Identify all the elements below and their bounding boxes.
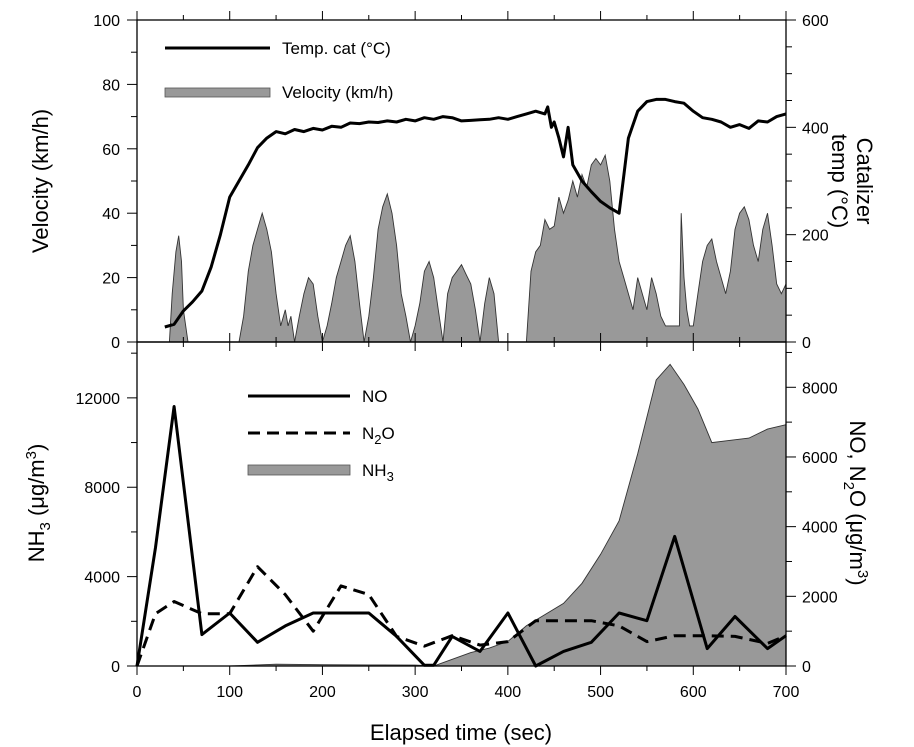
- y-tick-label: 60: [102, 142, 120, 159]
- x-tick-label: 200: [309, 684, 336, 701]
- y2-tick-label: 8000: [802, 380, 838, 397]
- y2-tick-label: 6000: [802, 450, 838, 467]
- y2-tick-label: 0: [802, 335, 811, 352]
- bottom-ticks-layer: 0 100 200 300 400 500 600 700040008000120000200…: [76, 333, 838, 701]
- y-tick-label: 12000: [76, 391, 121, 408]
- nh3-area: [137, 363, 787, 667]
- no-n2o-line-layer: [135, 405, 787, 668]
- temperature-line: [164, 97, 787, 329]
- bottom-legend: NO N2O NH3: [247, 387, 395, 484]
- legend-label-no: NO: [362, 387, 388, 406]
- nh3-area-layer: [137, 363, 787, 667]
- top-panel: 0 20 40 60 80 100 0 200 400 600 Velocity (km/h) C…: [28, 11, 877, 352]
- legend-label-n2o: N2O: [362, 424, 395, 447]
- bottom-left-axis-label: NH3 (μg/m3): [23, 444, 54, 563]
- top-ticks-layer: 0 20 40 60 80 100 0 200 400 600: [93, 11, 829, 352]
- y-tick-label: 0: [111, 335, 120, 352]
- x-tick-label: 100: [216, 684, 243, 701]
- y2-tick-label: 2000: [802, 589, 838, 606]
- legend-swatch-nh3: [247, 464, 351, 476]
- legend-label-velocity: Velocity (km/h): [282, 83, 393, 102]
- y2-tick-label: 600: [802, 13, 829, 30]
- no-line: [135, 405, 787, 668]
- velocity-area-layer: [137, 153, 787, 343]
- y2-tick-label: 200: [802, 228, 829, 245]
- y2-tick-label: 0: [802, 659, 811, 676]
- legend-label-nh3: NH3: [362, 461, 394, 484]
- legend-swatch-velocity: [164, 87, 271, 98]
- x-tick-label: 300: [402, 684, 429, 701]
- legend-label-temp: Temp. cat (°C): [282, 39, 391, 58]
- y-tick-label: 100: [93, 13, 120, 30]
- y-tick-label: 40: [102, 206, 120, 223]
- top-right-axis-label-line2: temp (°C): [827, 134, 852, 228]
- y2-tick-label: 4000: [802, 520, 838, 537]
- velocity-area: [137, 153, 787, 343]
- bottom-right-axis-label: NO, N2O (μg/m3): [840, 420, 871, 585]
- x-tick-label: 0: [133, 684, 142, 701]
- top-legend: Temp. cat (°C) Velocity (km/h): [164, 39, 393, 102]
- x-tick-label: 600: [680, 684, 707, 701]
- y-tick-label: 8000: [84, 480, 120, 497]
- y-tick-label: 4000: [84, 570, 120, 587]
- x-axis-label: Elapsed time (sec): [370, 720, 552, 745]
- temperature-line-layer: [164, 97, 787, 329]
- bottom-panel: 0 100 200 300 400 500 600 700040008000120000200…: [23, 333, 871, 745]
- top-right-axis-label-line1: Catalizer: [852, 138, 877, 225]
- y-tick-label: 80: [102, 77, 120, 94]
- top-left-axis-label: Velocity (km/h): [28, 109, 53, 253]
- x-tick-label: 700: [773, 684, 800, 701]
- x-tick-label: 400: [495, 684, 522, 701]
- y-tick-label: 20: [102, 271, 120, 288]
- y2-tick-label: 400: [802, 120, 829, 137]
- x-tick-label: 500: [587, 684, 614, 701]
- y-tick-label: 0: [111, 659, 120, 676]
